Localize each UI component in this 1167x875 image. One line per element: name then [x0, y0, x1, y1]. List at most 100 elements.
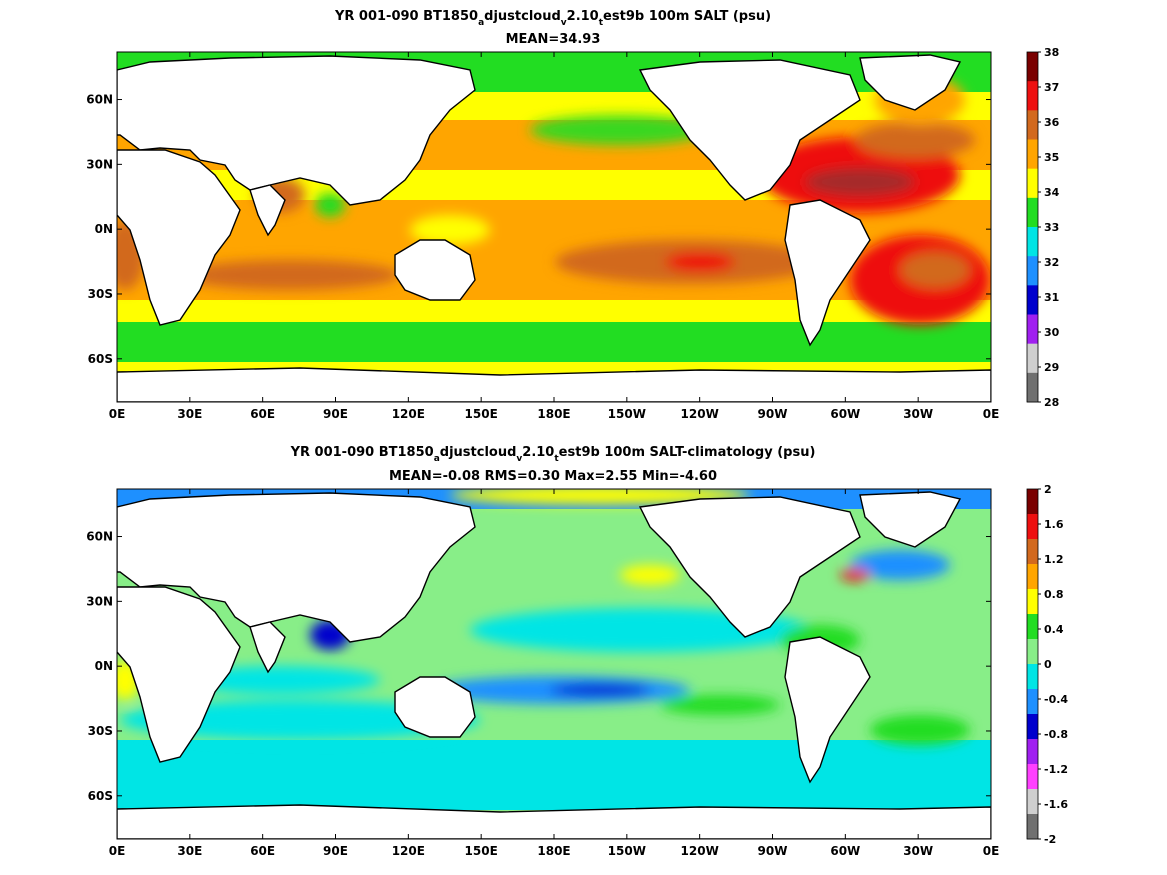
y-tick-label: 60S	[88, 789, 113, 803]
colorbar-tick-label: -1.6	[1044, 798, 1068, 811]
map-2-field	[117, 489, 991, 839]
colorbar-swatch	[1027, 314, 1038, 345]
y-tick-label: 30N	[86, 157, 113, 171]
colorbar-swatch	[1027, 256, 1038, 286]
colorbar-swatch	[1027, 739, 1038, 765]
x-tick-label: 90E	[323, 844, 348, 858]
title-1-part-4: 2.10	[567, 9, 599, 24]
colorbar-swatch	[1027, 343, 1038, 374]
colorbar-tick-label: -0.8	[1044, 728, 1068, 741]
colorbar-swatch	[1027, 539, 1038, 565]
x-tick-label: 60W	[830, 844, 860, 858]
colorbar-swatch	[1027, 227, 1038, 257]
colorbar-tick-label: 29	[1044, 361, 1059, 374]
title-2-sub-v: v	[516, 454, 522, 464]
map-1-axes: 0E 30E 60E 90E 120E 150E 180E 150W 120W 90W 60W 30W…	[86, 52, 999, 421]
x-tick-label: 180E	[537, 844, 570, 858]
title-2-part-6: est9b 100m SALT-climatology (psu)	[559, 445, 816, 460]
title-2-part-0: YR 001-090 BT1850	[290, 445, 434, 460]
colorbar-tick-label: 0.4	[1044, 623, 1064, 636]
colorbar-tick-label: 37	[1044, 81, 1059, 94]
x-tick-label: 30E	[177, 844, 202, 858]
y-tick-label: 60S	[88, 352, 113, 366]
x-tick-label: 90E	[323, 407, 348, 421]
x-tick-label: 60E	[250, 407, 275, 421]
title-2-sub-t: t	[554, 454, 559, 464]
title-1-part-2: djustcloud	[484, 9, 561, 24]
title-1-part-6: est9b 100m SALT (psu)	[603, 9, 771, 24]
colorbar-swatch	[1027, 814, 1038, 840]
x-tick-label: 150E	[465, 407, 498, 421]
x-tick-label: 30W	[903, 844, 933, 858]
colorbar-tick-label: 2	[1044, 483, 1052, 496]
colorbar-swatch	[1027, 714, 1038, 740]
panel-2-subtitle: MEAN=-0.08 RMS=0.30 Max=2.55 Min=-4.60	[389, 469, 717, 484]
colorbar-swatch	[1027, 489, 1038, 515]
x-tick-label: 150W	[608, 844, 646, 858]
colorbar-tick-label: 1.6	[1044, 518, 1064, 531]
x-tick-label: 120E	[392, 844, 425, 858]
x-tick-label: 120W	[681, 407, 719, 421]
y-tick-label: 0N	[95, 222, 113, 236]
colorbar-swatch	[1027, 764, 1038, 790]
colorbar-tick-label: 35	[1044, 151, 1059, 164]
y-tick-label: 30S	[88, 287, 113, 301]
x-tick-label: 60W	[830, 407, 860, 421]
colorbar-tick-label: -1.2	[1044, 763, 1068, 776]
colorbar-swatch	[1027, 285, 1038, 315]
colorbar-tick-label: 38	[1044, 46, 1059, 59]
colorbar-swatch	[1027, 589, 1038, 615]
colorbar-swatch	[1027, 564, 1038, 590]
colorbar-tick-label: 31	[1044, 291, 1059, 304]
title-2-part-4: 2.10	[522, 445, 554, 460]
title-1-part-0: YR 001-090 BT1850	[334, 9, 478, 24]
x-tick-label: 150E	[465, 844, 498, 858]
colorbar-tick-label: 30	[1044, 326, 1060, 339]
colorbar-swatch	[1027, 789, 1038, 815]
colorbar-swatch	[1027, 110, 1038, 140]
colorbar-tick-label: 0.8	[1044, 588, 1064, 601]
y-tick-label: 30S	[88, 724, 113, 738]
colorbar-tick-label: -0.4	[1044, 693, 1068, 706]
map-2-axes: 0E 30E 60E 90E 120E 150E 180E 150W 120W 90W 60W 30W…	[86, 489, 999, 858]
y-tick-label: 0N	[95, 659, 113, 673]
y-tick-label: 60N	[86, 93, 113, 107]
colorbar-swatch	[1027, 372, 1038, 403]
map-2-land	[117, 491, 991, 839]
y-tick-label: 30N	[86, 594, 113, 608]
title-2-sub-a: a	[434, 454, 440, 464]
x-tick-label: 0E	[109, 407, 126, 421]
colorbar-tick-label: 32	[1044, 256, 1059, 269]
title-2-part-2: djustcloud	[440, 445, 517, 460]
x-tick-label: 90W	[758, 407, 788, 421]
x-tick-label: 150W	[608, 407, 646, 421]
panel-salinity: YR 001-090 BT1850adjustcloudv2.10test9b …	[86, 9, 1059, 421]
colorbar-swatch	[1027, 664, 1038, 690]
x-tick-label: 0E	[983, 844, 1000, 858]
colorbar-swatch	[1027, 514, 1038, 540]
title-1-sub-a: a	[478, 18, 484, 28]
x-tick-label: 120W	[681, 844, 719, 858]
y-tick-label: 60N	[86, 530, 113, 544]
colorbar-swatch	[1027, 614, 1038, 640]
colorbar-swatch	[1027, 689, 1038, 715]
colorbar-1: 38 37 36 35 34 33 32 31 30 29 28	[1026, 46, 1060, 409]
colorbar-swatch	[1027, 197, 1038, 228]
x-tick-label: 0E	[983, 407, 1000, 421]
title-1-sub-t: t	[599, 18, 604, 28]
colorbar-swatch	[1027, 139, 1038, 170]
colorbar-swatch	[1027, 52, 1038, 82]
colorbar-tick-label: 28	[1044, 396, 1059, 409]
x-tick-label: 180E	[537, 407, 570, 421]
colorbar-swatch	[1027, 639, 1038, 665]
panel-2-title: YR 001-090 BT1850adjustcloudv2.10test9b …	[290, 445, 816, 464]
x-tick-label: 60E	[250, 844, 275, 858]
colorbar-tick-label: 0	[1044, 658, 1052, 671]
panel-1-subtitle: MEAN=34.93	[506, 32, 601, 47]
x-tick-label: 0E	[109, 844, 126, 858]
colorbar-2: 2 1.6 1.2 0.8 0.4 0 -0.4 -0.8 -1.2 -1.6 -2	[1026, 483, 1068, 846]
colorbar-swatch	[1027, 168, 1038, 199]
map-1-field	[117, 52, 991, 402]
colorbar-tick-label: 34	[1044, 186, 1060, 199]
